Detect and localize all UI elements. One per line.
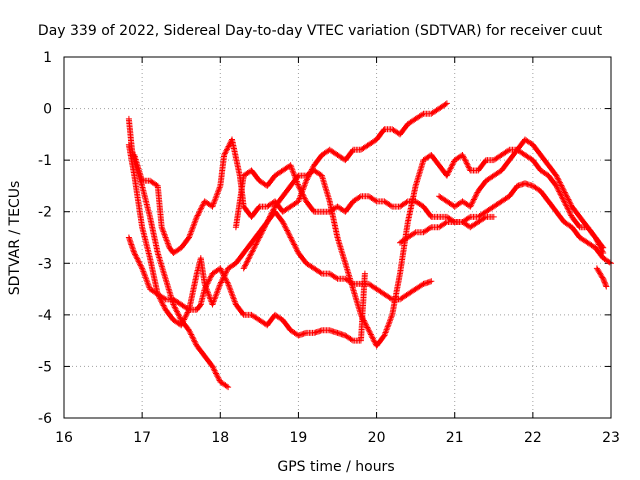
series-trace-3 (131, 100, 450, 256)
y-tick-label: -6 (38, 411, 52, 427)
y-tick-label: -1 (38, 153, 52, 169)
x-axis-label: GPS time / hours (277, 459, 394, 475)
plus-markers (131, 100, 450, 256)
plus-markers (240, 146, 607, 349)
x-tick-label: 22 (524, 430, 542, 446)
series-trace-7 (436, 136, 607, 251)
x-tick-labels: 16 17 18 19 20 21 22 23 (55, 430, 620, 446)
x-tick-label: 19 (290, 430, 308, 446)
chart-title: Day 339 of 2022, Sidereal Day-to-day VTE… (38, 23, 603, 39)
plus-markers (232, 162, 497, 231)
y-tick-label: -5 (38, 359, 52, 375)
x-tick-label: 16 (55, 430, 73, 446)
x-tick-label: 18 (211, 430, 229, 446)
series-trace-5 (232, 162, 497, 231)
x-tick-label: 20 (368, 430, 386, 446)
y-tick-label: 0 (43, 102, 52, 118)
y-tick-labels: 1 0 -1 -2 -3 -4 -5 -6 (38, 50, 52, 427)
x-tick-label: 21 (446, 430, 464, 446)
x-tick-label: 17 (133, 430, 151, 446)
y-axis-label: SDTVAR / TECUs (7, 181, 23, 296)
y-tick-label: -2 (38, 205, 52, 221)
plus-markers (593, 265, 610, 290)
y-tick-label: -4 (38, 308, 52, 324)
data-points (125, 100, 614, 391)
y-tick-label: -3 (38, 256, 52, 272)
plus-markers (397, 180, 614, 267)
plus-markers (436, 136, 607, 251)
y-tick-label: 1 (43, 50, 52, 66)
plot-frame (63, 56, 612, 419)
series-trace-8 (397, 180, 614, 267)
series-trace-9 (593, 265, 610, 290)
series-trace-6 (240, 146, 607, 349)
x-tick-label: 23 (602, 430, 620, 446)
